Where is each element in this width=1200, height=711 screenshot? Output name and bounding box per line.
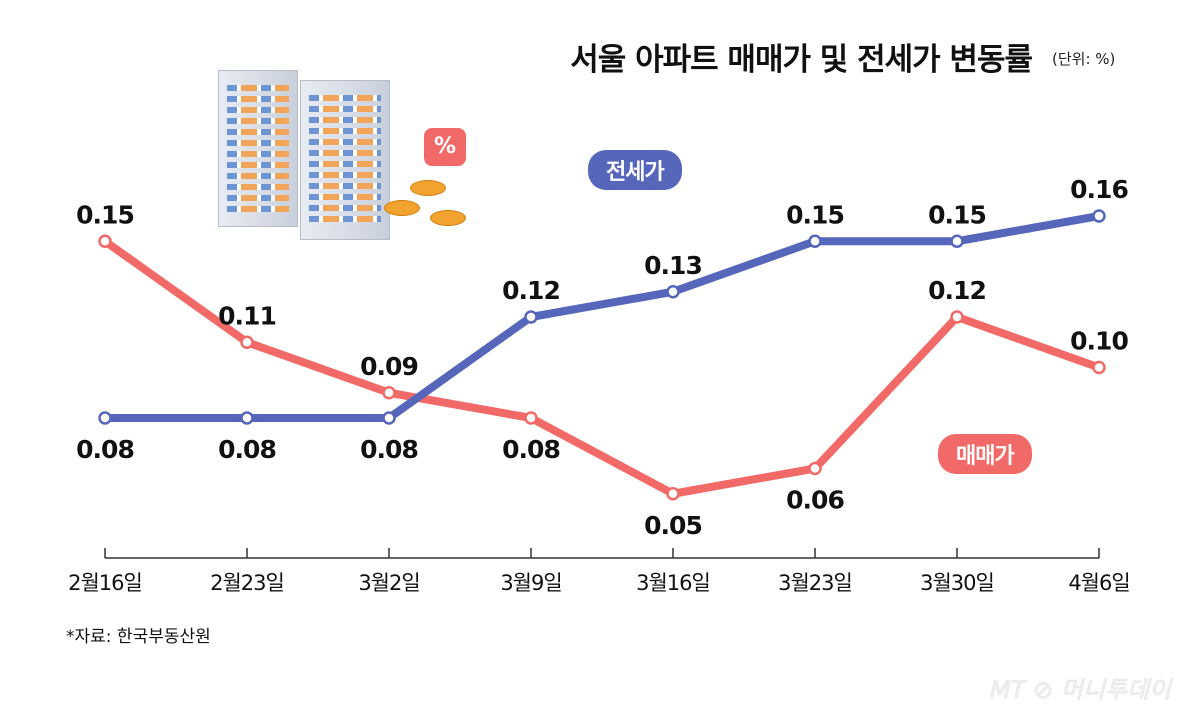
coin-icon (430, 210, 466, 226)
x-tick-label: 4월6일 (1068, 571, 1129, 595)
x-tick-label: 2월23일 (210, 571, 284, 595)
data-label: 0.16 (1070, 175, 1128, 204)
x-tick-label: 2월16일 (68, 571, 142, 595)
data-label: 0.15 (76, 200, 134, 229)
data-label: 0.10 (1070, 327, 1128, 356)
series-line-jeonse (105, 212, 1100, 422)
data-label: 0.08 (502, 435, 560, 464)
watermark-logo: MT ⊘ 머니투데이 (990, 676, 1172, 704)
x-tick-label: 3월9일 (500, 571, 561, 595)
data-label: 0.11 (218, 301, 276, 330)
data-point (98, 411, 112, 425)
data-label: 0.09 (360, 352, 418, 381)
data-point (98, 234, 112, 248)
data-point (950, 310, 964, 324)
data-point (950, 234, 964, 248)
x-tick-label: 3월30일 (920, 571, 994, 595)
coin-icon (410, 180, 446, 196)
percent-badge-icon: % (424, 128, 466, 166)
unit-label: (단위: %) (1052, 50, 1116, 68)
source-note: *자료: 한국부동산원 (66, 627, 211, 647)
data-label: 0.08 (76, 435, 134, 464)
x-tick-label: 3월23일 (778, 571, 852, 595)
data-point (808, 461, 822, 476)
chart-title: 서울 아파트 매매가 및 전세가 변동률 (570, 42, 1033, 78)
data-label: 0.15 (786, 200, 844, 229)
x-tick-label: 3월2일 (358, 571, 419, 595)
data-point (382, 386, 396, 400)
data-point (240, 335, 254, 349)
series-line-maemae (102, 237, 1101, 498)
data-point (1092, 209, 1106, 223)
data-label: 0.08 (218, 435, 276, 464)
data-label: 0.12 (502, 276, 560, 305)
data-point (524, 411, 538, 425)
data-point (808, 234, 822, 248)
legend-jeonse: 전세가 (588, 150, 682, 190)
legend-maemae: 매매가 (938, 434, 1032, 474)
building-icon (218, 70, 298, 227)
building-icon (300, 80, 390, 240)
data-point (382, 411, 396, 425)
data-point (240, 411, 254, 425)
coin-icon (384, 200, 420, 216)
data-label: 0.08 (360, 435, 418, 464)
data-label: 0.05 (644, 511, 702, 540)
data-label: 0.13 (644, 251, 702, 280)
data-point (524, 310, 538, 324)
data-label: 0.06 (786, 486, 844, 515)
data-point (1092, 360, 1106, 375)
data-point (666, 285, 680, 299)
data-point (666, 487, 680, 501)
x-tick-label: 3월16일 (636, 571, 710, 595)
data-label: 0.12 (928, 276, 986, 305)
data-label: 0.15 (928, 200, 986, 229)
